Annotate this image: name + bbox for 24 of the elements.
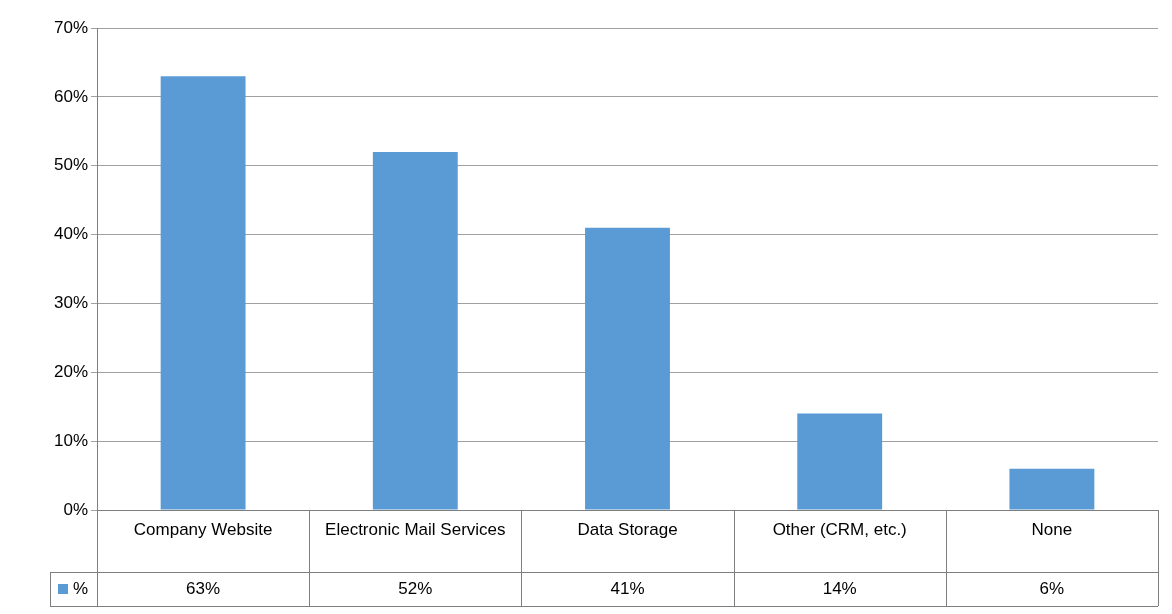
bar	[372, 151, 458, 510]
bar	[1009, 468, 1095, 510]
data-label: 41%	[610, 578, 645, 598]
x-tick-label: None	[1031, 519, 1073, 539]
x-tick-label: Other (CRM, etc.)	[772, 519, 907, 539]
x-tick-label: Company Website	[133, 519, 273, 539]
y-tick-label: 20%	[53, 361, 88, 381]
x-tick-label: Data Storage	[577, 519, 678, 539]
y-tick-label: 50%	[53, 155, 88, 175]
y-tick-label: 70%	[53, 17, 88, 37]
data-label: 14%	[822, 578, 857, 598]
bar	[585, 227, 670, 510]
legend-label: %	[73, 578, 89, 598]
y-tick-label: 30%	[53, 293, 88, 313]
bar	[160, 76, 246, 510]
data-label: 6%	[1039, 578, 1065, 598]
data-label: 63%	[186, 578, 221, 598]
data-label: 52%	[398, 578, 433, 598]
y-tick-label: 40%	[53, 224, 88, 244]
y-tick-label: 60%	[53, 86, 88, 106]
y-tick-label: 10%	[53, 430, 88, 450]
x-tick-label: Electronic Mail Services	[325, 519, 506, 539]
bar	[797, 413, 883, 510]
y-tick-label: 0%	[63, 499, 88, 519]
